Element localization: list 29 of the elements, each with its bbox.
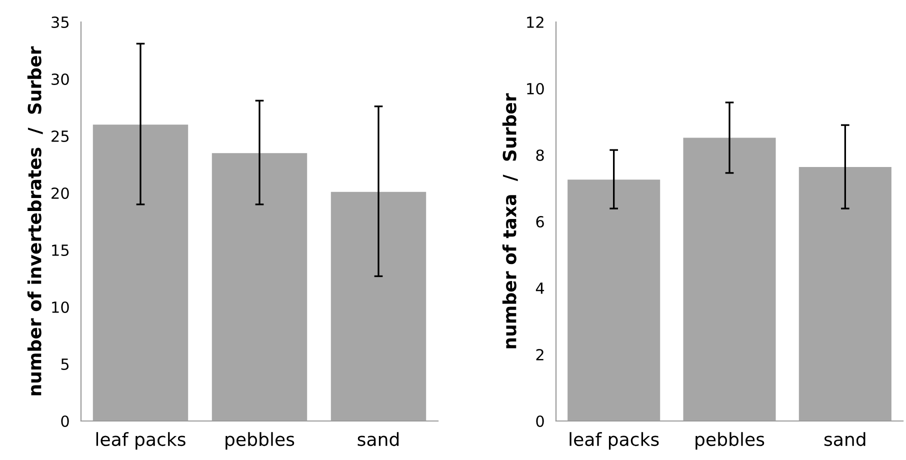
- y-tick-label: 10: [527, 82, 544, 95]
- y-tick-label: 4: [536, 282, 544, 294]
- y-tick-label: 12: [527, 16, 544, 28]
- y-tick-label: 5: [61, 358, 69, 370]
- y-tick-label: 10: [52, 301, 69, 314]
- y-tick-label: 25: [52, 130, 69, 142]
- x-tick-label: pebbles: [226, 432, 294, 450]
- bar: [568, 180, 660, 421]
- y-tick-label: 15: [52, 244, 69, 256]
- y-tick-label: 35: [52, 16, 69, 28]
- y-tick-label: 20: [52, 187, 69, 200]
- bar: [798, 166, 892, 421]
- y-tick-label: 0: [536, 415, 544, 428]
- x-tick-label: sand: [824, 432, 866, 446]
- bar: [330, 192, 426, 421]
- x-tick-label: sand: [358, 432, 399, 446]
- bar: [92, 124, 188, 421]
- y-axis-title: number of invertebrates / Surber: [27, 46, 43, 396]
- x-tick-label: leaf packs: [570, 432, 659, 450]
- y-tick-label: 8: [536, 149, 544, 162]
- y-tick-label: 0: [61, 415, 69, 428]
- x-tick-label: pebbles: [696, 432, 764, 450]
- y-axis-title: number of taxa / Surber: [502, 93, 518, 348]
- bar: [212, 153, 308, 421]
- bar: [683, 138, 776, 421]
- y-tick-label: 2: [536, 348, 544, 360]
- y-tick-label: 6: [536, 216, 544, 228]
- x-tick-label: leaf packs: [96, 432, 186, 450]
- y-tick-label: 30: [52, 73, 69, 86]
